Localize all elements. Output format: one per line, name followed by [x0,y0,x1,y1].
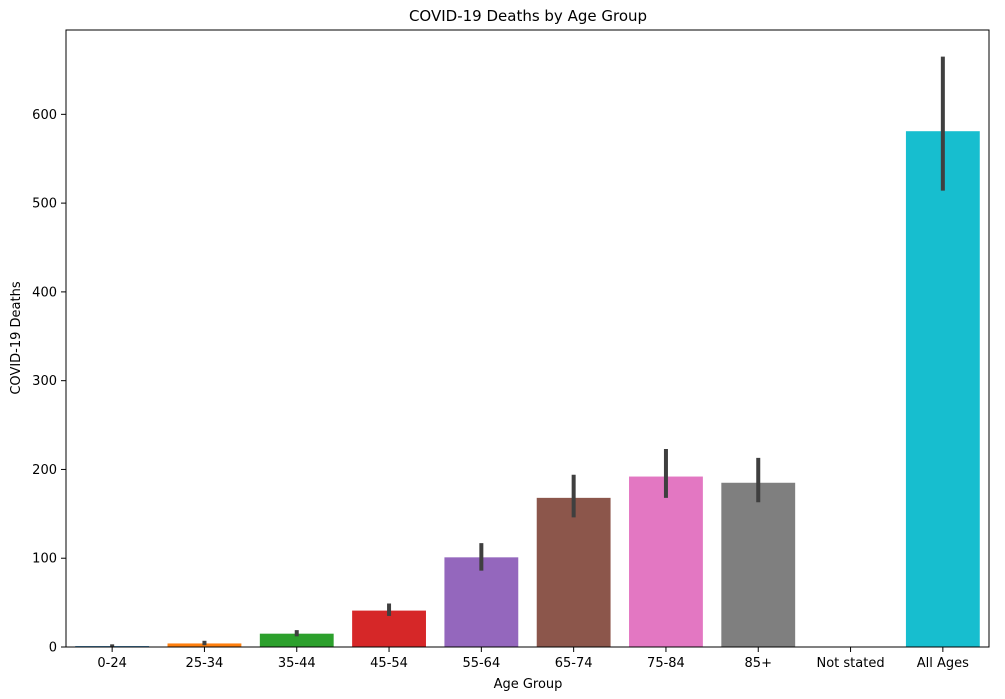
chart-title: COVID-19 Deaths by Age Group [409,7,647,25]
x-axis: 0-24 25-34 35-44 45-54 55-64 65-74 75-84 85+ Not… [97,647,969,671]
x-tick-label-9: All Ages [917,656,969,671]
x-tick-label-7: 85+ [745,656,772,671]
x-tick-label-8: Not stated [817,656,885,671]
y-tick-label-4: 400 [32,285,57,300]
y-axis: 0 100 200 300 400 500 600 [32,108,66,656]
x-tick-label-4: 55-64 [462,656,500,671]
x-axis-label: Age Group [494,677,563,692]
x-tick-label-2: 35-44 [278,656,316,671]
y-tick-label-5: 500 [32,197,57,212]
x-tick-label-5: 65-74 [555,656,593,671]
bar-7 [721,482,796,647]
x-tick-label-6: 75-84 [647,656,685,671]
bar-6 [629,476,703,647]
plot-frame [65,29,990,648]
x-tick-label-1: 25-34 [186,656,224,671]
bar-3 [352,610,426,647]
bars-group [75,131,980,647]
bar-2 [259,633,334,647]
x-tick-label-0: 0-24 [97,656,127,671]
y-tick-label-3: 300 [32,374,57,389]
y-tick-label-2: 200 [32,463,57,478]
bar-9 [905,131,980,647]
bar-5 [536,497,611,647]
y-tick-label-1: 100 [32,552,57,567]
error-bars-group [110,56,945,647]
y-axis-label: COVID-19 Deaths [9,281,24,394]
bar-4 [444,557,519,647]
y-tick-label-0: 0 [49,641,57,656]
y-tick-label-6: 600 [32,108,57,123]
x-tick-label-3: 45-54 [370,656,408,671]
